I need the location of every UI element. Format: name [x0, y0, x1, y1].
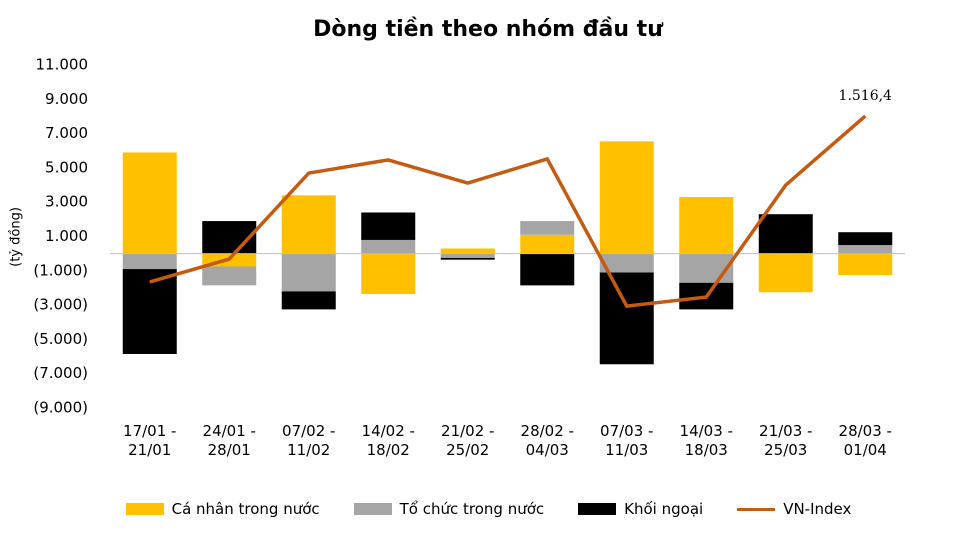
x-tick-label: 07/03 - 11/03	[600, 422, 654, 459]
legend-label: Tổ chức trong nước	[399, 500, 545, 518]
x-tick-label: 28/02 - 04/03	[520, 422, 574, 459]
x-tick-label: 07/02 - 11/02	[282, 422, 336, 459]
legend-swatch	[125, 503, 164, 515]
bar	[122, 152, 177, 254]
legend-label: Cá nhân trong nước	[171, 500, 320, 518]
legend-item: Tổ chức trong nước	[353, 500, 545, 518]
y-tick-label: (1.000)	[33, 261, 88, 279]
x-tick-label: 14/02 - 18/02	[361, 422, 415, 459]
y-tick-label: 1.000	[45, 227, 88, 245]
y-tick-label: 3.000	[45, 193, 88, 211]
legend-item: Khối ngoại	[578, 500, 703, 518]
legend-swatch	[353, 503, 392, 515]
legend-label: VN-Index	[783, 500, 852, 518]
legend: Cá nhân trong nước Tổ chức trong nước Khối…	[0, 500, 977, 518]
legend-swatch	[578, 503, 617, 515]
bar	[838, 253, 893, 276]
bar	[838, 232, 893, 246]
y-tick-label: 5.000	[45, 158, 88, 176]
bar	[838, 245, 893, 254]
y-tick-label: (5.000)	[33, 330, 88, 348]
data-label: 1.516,4	[839, 88, 893, 104]
bar	[599, 253, 654, 273]
y-tick-label: 11.000	[36, 56, 89, 74]
x-tick-label: 21/02 - 25/02	[441, 422, 495, 459]
x-tick-label: 24/01 - 28/01	[202, 422, 256, 459]
bar	[281, 253, 336, 292]
bar	[520, 221, 575, 235]
bar	[599, 272, 654, 365]
y-tick-label: (3.000)	[33, 296, 88, 314]
legend-label: Khối ngoại	[624, 500, 704, 518]
bar	[281, 195, 336, 254]
x-tick-label: 21/03 - 25/03	[759, 422, 813, 459]
y-tick-label: 7.000	[45, 124, 88, 142]
bar	[361, 239, 416, 254]
bar	[122, 269, 177, 354]
y-tick-label: 9.000	[45, 90, 88, 108]
bar	[122, 253, 177, 270]
bar	[679, 253, 734, 283]
bar	[520, 234, 575, 254]
bar	[440, 257, 495, 260]
legend-item: VN-Index	[737, 500, 851, 518]
y-tick-label: (9.000)	[33, 399, 88, 417]
legend-item: Cá nhân trong nước	[125, 500, 320, 518]
line	[149, 114, 867, 308]
legend-line	[737, 507, 776, 511]
x-tick-label: 28/03 - 01/04	[838, 422, 892, 459]
x-tick-label: 17/01 - 21/01	[123, 422, 177, 459]
y-axis-label: (tỷ đồng)	[9, 207, 24, 267]
bar	[520, 253, 575, 286]
x-tick-label: 14/03 - 18/03	[679, 422, 733, 459]
bar	[599, 141, 654, 254]
bar	[361, 212, 416, 240]
bar	[361, 253, 416, 294]
bar	[758, 214, 813, 254]
bar	[202, 266, 257, 286]
bar	[440, 248, 495, 254]
y-tick-label: (7.000)	[33, 364, 88, 382]
bar	[758, 253, 813, 293]
bar	[440, 253, 495, 258]
bar	[679, 197, 734, 254]
bar	[281, 291, 336, 310]
chart-title: Dòng tiền theo nhóm đầu tư	[313, 17, 664, 42]
